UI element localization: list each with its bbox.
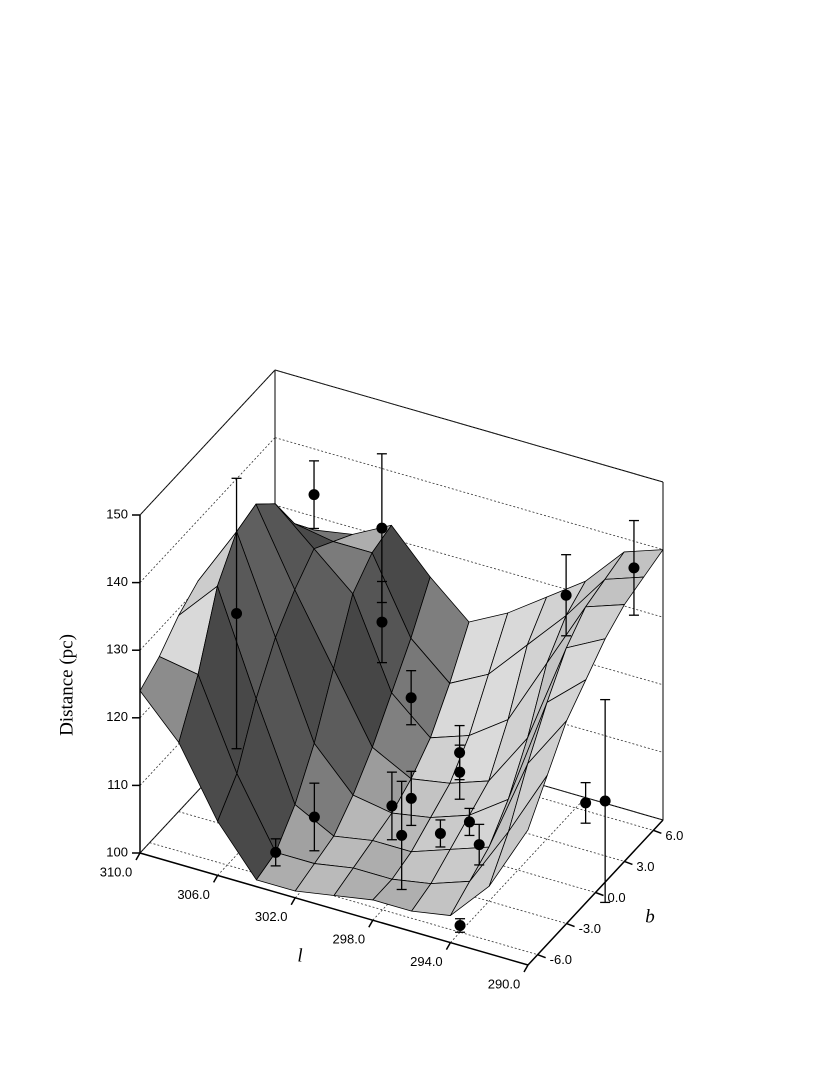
- x-tick-label: 302.0: [255, 909, 288, 924]
- data-point: [396, 829, 408, 841]
- x-tick: [212, 875, 219, 883]
- data-point: [454, 766, 466, 778]
- y-tick-label: -3.0: [579, 921, 601, 936]
- data-point: [454, 919, 466, 931]
- x-axis-label: l: [297, 945, 302, 966]
- data-point: [434, 827, 446, 839]
- x-tick: [523, 964, 529, 973]
- y-tick: [537, 953, 546, 959]
- x-tick: [290, 897, 296, 906]
- data-point: [231, 608, 243, 620]
- z-tick-label: 120: [106, 709, 128, 724]
- grid-line: [450, 797, 586, 943]
- data-point: [599, 795, 611, 807]
- grid-line: [139, 369, 276, 516]
- x-tick: [135, 852, 141, 861]
- y-tick-label: 6.0: [665, 828, 683, 843]
- grid-line: [274, 369, 664, 483]
- z-tick-label: 140: [106, 574, 128, 589]
- data-point: [270, 846, 282, 858]
- x-tick: [368, 919, 374, 928]
- z-axis-label: Distance (pc): [56, 634, 77, 736]
- data-point: [580, 797, 592, 809]
- x-tick-label: 290.0: [488, 976, 521, 991]
- y-tick: [566, 922, 575, 928]
- y-axis-label: b: [645, 906, 655, 927]
- data-point: [386, 800, 398, 812]
- y-tick-label: -6.0: [550, 952, 572, 967]
- z-tick-label: 100: [106, 844, 128, 859]
- x-tick-label: 298.0: [333, 932, 366, 947]
- surface-patch: [488, 774, 548, 887]
- data-point: [405, 692, 417, 704]
- data-point: [308, 811, 320, 823]
- data-point: [376, 616, 388, 628]
- x-tick-label: 306.0: [177, 887, 210, 902]
- data-point: [628, 562, 640, 574]
- data-point: [473, 839, 485, 851]
- grid-line: [139, 437, 276, 583]
- x-tick: [445, 942, 452, 950]
- y-tick: [595, 891, 604, 897]
- data-point: [405, 792, 417, 804]
- y-tick-label: 3.0: [636, 859, 654, 874]
- y-tick: [624, 860, 633, 866]
- y-tick-label: 0.0: [608, 890, 626, 905]
- x-tick-label: 310.0: [100, 864, 133, 879]
- grid-line: [149, 842, 538, 956]
- z-tick-label: 130: [106, 642, 128, 657]
- z-tick-label: 110: [107, 777, 128, 792]
- data-point: [376, 522, 388, 534]
- data-point: [308, 489, 320, 501]
- data-point: [463, 816, 475, 828]
- y-tick: [653, 829, 662, 835]
- x-axis: [139, 852, 529, 966]
- grid-line: [274, 437, 664, 550]
- z-tick-label: 150: [106, 506, 128, 521]
- data-point: [560, 589, 572, 601]
- x-tick-label: 294.0: [410, 954, 443, 969]
